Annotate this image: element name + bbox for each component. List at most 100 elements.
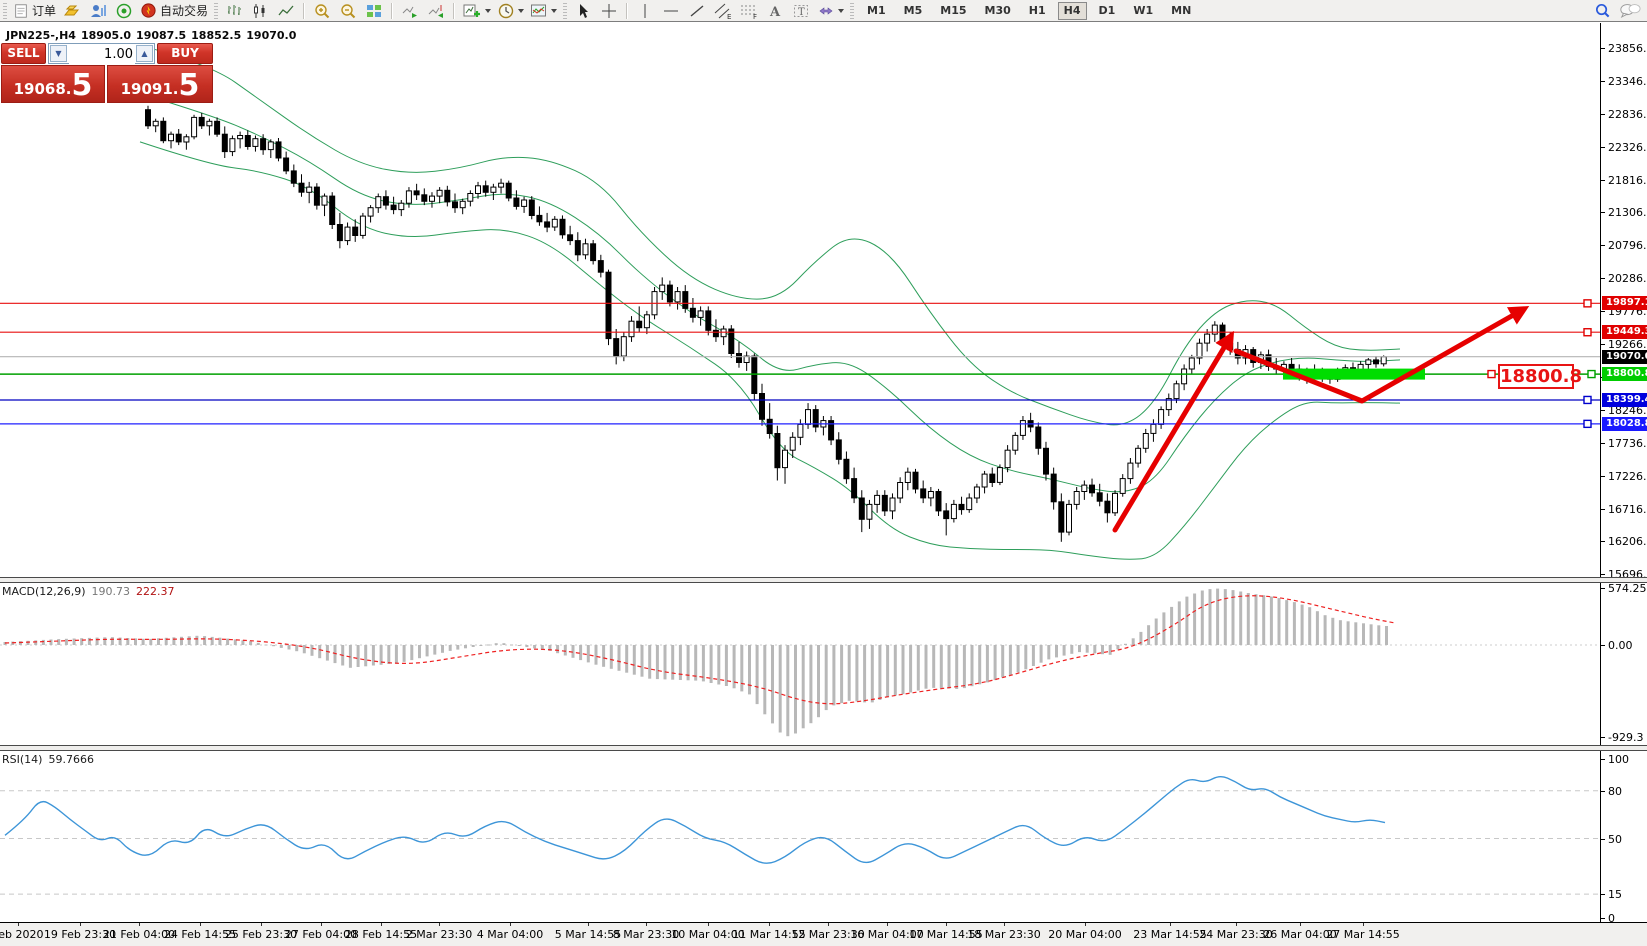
accounts-icon (91, 4, 107, 17)
candlestick-series (145, 105, 1387, 542)
price-line-chip-19897.1: 19897.1 (1602, 296, 1647, 311)
sell-price[interactable]: 19068. 5 (1, 65, 105, 103)
rsi-line (4, 776, 1386, 864)
candlestick-chart-button[interactable] (247, 1, 273, 21)
buy-button[interactable]: BUY (157, 43, 213, 64)
price-tick: -929.3 (1601, 731, 1643, 744)
auto-trading-button[interactable]: 自动交易 (137, 1, 211, 21)
crosshair-icon (602, 3, 617, 18)
timeframe-button-h1[interactable]: H1 (1028, 3, 1046, 17)
time-tick-mark (1085, 923, 1086, 926)
time-tick-mark (261, 923, 262, 926)
chart-shift-button[interactable] (423, 1, 449, 21)
time-axis-label: 26 Mar 04:00 (1263, 928, 1337, 941)
toolbar-drag-handle[interactable] (850, 2, 855, 19)
toolbar-drag-handle[interactable] (563, 2, 568, 19)
tile-windows-button[interactable] (361, 1, 387, 21)
chevron-down-icon (838, 9, 845, 16)
timeframe-button-m15[interactable]: M15 (940, 3, 967, 17)
new-chart-button[interactable] (459, 1, 494, 21)
line-anchor-square[interactable] (1487, 369, 1496, 379)
line-anchor-square[interactable] (1583, 395, 1592, 405)
svg-text:A: A (769, 5, 781, 20)
macd-indicator-label: MACD(12,26,9) 190.73 222.37 (2, 585, 175, 598)
time-axis-label: 8 Mar 23:30 (612, 928, 680, 941)
price-axis[interactable]: 23856.0 23346.0 22836.0 22326.0 21816.0 21306… (1600, 23, 1647, 925)
fibonacci-tool-button[interactable]: F (736, 1, 762, 21)
chat-icon[interactable] (1619, 2, 1641, 19)
timeframe-button-w1[interactable]: W1 (1133, 3, 1154, 17)
new-order-icon (15, 3, 27, 18)
zoom-in-button[interactable] (309, 1, 335, 21)
zoom-out-button[interactable] (335, 1, 361, 21)
support-zone-bar[interactable] (1283, 368, 1425, 380)
volume-decrease-button[interactable]: ▼ (50, 45, 67, 62)
arrows-tool-button[interactable] (814, 1, 847, 21)
buy-price[interactable]: 19091. 5 (107, 65, 213, 103)
price-tick: 22836.0 (1601, 108, 1647, 121)
sell-button[interactable]: SELL (1, 43, 46, 64)
price-tick: 23346.0 (1601, 75, 1647, 88)
panel-splitter-macd[interactable] (0, 577, 1647, 583)
equidistant-channel-tool-button[interactable]: E (710, 1, 736, 21)
volume-input[interactable] (69, 45, 135, 64)
line-chart-button[interactable] (273, 1, 299, 21)
volume-increase-button[interactable]: ▲ (136, 45, 153, 62)
time-tick-mark (18, 923, 19, 926)
signals-button[interactable] (111, 1, 137, 21)
price-tick: 18246.0 (1601, 404, 1647, 417)
trend-arrow[interactable] (1233, 306, 1530, 404)
panel-splitter-rsi[interactable] (0, 745, 1647, 751)
timeframe-button-m5[interactable]: M5 (903, 3, 923, 17)
line-anchor-square[interactable] (1583, 328, 1592, 337)
macd-signal-value: 222.37 (136, 585, 175, 598)
bar-chart-button[interactable] (221, 1, 247, 21)
time-tick-mark (139, 923, 140, 926)
text-tool-button[interactable]: A (762, 1, 788, 21)
horizontal-level-lines[interactable] (0, 299, 1600, 429)
svg-text:F: F (753, 13, 757, 20)
horizontal-line-tool-button[interactable] (658, 1, 684, 21)
time-tick-mark (439, 923, 440, 926)
auto-scroll-button[interactable] (397, 1, 423, 21)
periods-button[interactable] (494, 1, 527, 21)
timeframe-button-m30[interactable]: M30 (984, 3, 1011, 17)
signals-icon (116, 3, 132, 18)
gold-button[interactable] (59, 1, 85, 21)
price-line-chip-18800.8: 18800.8 (1602, 367, 1647, 382)
vertical-line-tool-button[interactable] (632, 1, 658, 21)
timeframe-button-d1[interactable]: D1 (1098, 3, 1116, 17)
toolbar-drag-handle[interactable] (214, 2, 219, 19)
line-anchor-square[interactable] (1583, 419, 1592, 429)
time-tick-mark (510, 923, 511, 926)
trendline-icon (690, 4, 704, 17)
accounts-button[interactable] (85, 1, 111, 21)
timeframe-button-m1[interactable]: M1 (867, 3, 886, 17)
text-label-tool-button[interactable]: T (788, 1, 814, 21)
macd-value: 190.73 (91, 585, 131, 598)
timeframe-button-mn[interactable]: MN (1171, 3, 1192, 17)
timeframe-button-h4[interactable]: H4 (1057, 1, 1087, 20)
search-icon[interactable] (1594, 2, 1611, 19)
low-value: 18852.5 (191, 29, 242, 42)
toolbar-drag-handle[interactable] (3, 2, 7, 19)
zoom-out-icon (341, 3, 356, 18)
line-anchor-square[interactable] (1583, 299, 1592, 308)
indicators-button[interactable] (527, 1, 560, 21)
price-tick: 100 (1601, 753, 1629, 766)
cursor-tool-button[interactable] (570, 1, 596, 21)
trend-arrow[interactable] (1112, 330, 1235, 533)
line-anchor-square[interactable] (1587, 369, 1596, 379)
time-tick-mark (200, 923, 201, 926)
annotation-price-label[interactable]: 18800.8 (1498, 364, 1582, 389)
trendline-tool-button[interactable] (684, 1, 710, 21)
clock-icon (498, 3, 514, 18)
svg-text:T: T (798, 7, 805, 18)
time-axis-label: 25 Feb 23:30 (224, 928, 298, 941)
chevron-down-icon (551, 9, 558, 16)
macd-signal-line (4, 595, 1396, 705)
crosshair-tool-button[interactable] (596, 1, 622, 21)
new-order-button[interactable]: 订单 (10, 1, 59, 21)
price-tick: 50 (1601, 833, 1622, 846)
